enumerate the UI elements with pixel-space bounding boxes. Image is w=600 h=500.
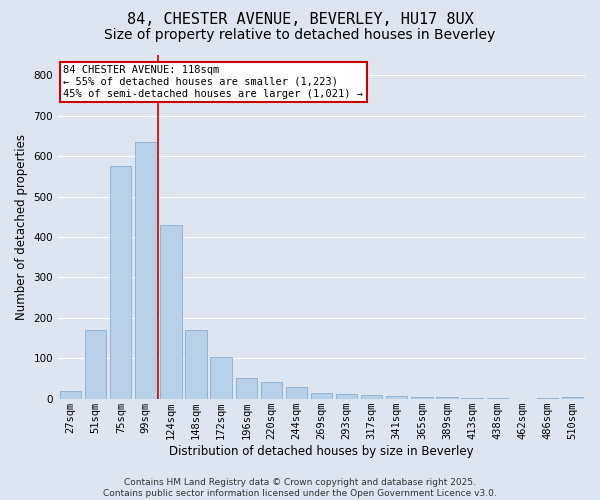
Bar (436, 397, 458, 398)
Bar (110, 166, 131, 398)
Bar (562, 396, 583, 398)
Bar (260, 382, 282, 398)
Bar (286, 386, 307, 398)
Bar (336, 394, 357, 398)
Bar (386, 396, 407, 398)
Text: Size of property relative to detached houses in Beverley: Size of property relative to detached ho… (104, 28, 496, 42)
Bar (361, 396, 382, 398)
Text: Contains HM Land Registry data © Crown copyright and database right 2025.
Contai: Contains HM Land Registry data © Crown c… (103, 478, 497, 498)
Text: 84, CHESTER AVENUE, BEVERLEY, HU17 8UX: 84, CHESTER AVENUE, BEVERLEY, HU17 8UX (127, 12, 473, 28)
Bar (185, 330, 207, 398)
X-axis label: Distribution of detached houses by size in Beverley: Distribution of detached houses by size … (169, 444, 474, 458)
Bar (60, 390, 81, 398)
Text: 84 CHESTER AVENUE: 118sqm
← 55% of detached houses are smaller (1,223)
45% of se: 84 CHESTER AVENUE: 118sqm ← 55% of detac… (64, 66, 364, 98)
Bar (411, 396, 433, 398)
Bar (85, 330, 106, 398)
Bar (311, 392, 332, 398)
Bar (211, 357, 232, 399)
Y-axis label: Number of detached properties: Number of detached properties (15, 134, 28, 320)
Bar (135, 142, 157, 399)
Bar (236, 378, 257, 398)
Bar (160, 225, 182, 398)
